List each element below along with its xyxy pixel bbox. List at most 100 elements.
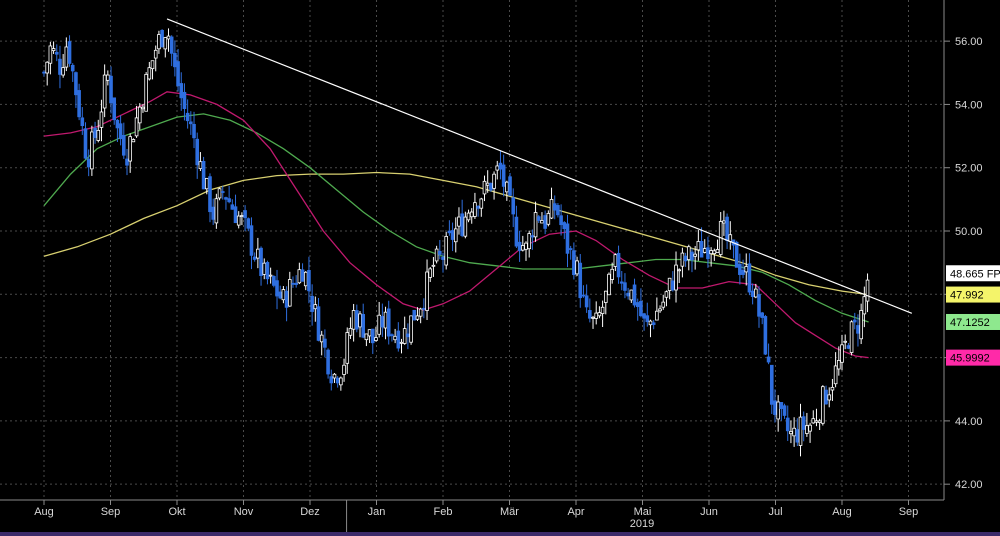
candle-body <box>134 117 139 137</box>
candle-body <box>326 349 330 375</box>
badge-text: 45.9992 <box>950 353 990 365</box>
candle-body <box>272 276 276 286</box>
candle-body <box>380 316 385 328</box>
candle-body <box>830 386 835 391</box>
candle-body <box>393 335 397 341</box>
candle-body <box>821 386 825 424</box>
candle-body <box>840 344 844 363</box>
candle-body <box>779 402 784 409</box>
month-label: Mär <box>500 506 519 518</box>
candle-body <box>166 35 171 40</box>
candle-body <box>664 291 669 298</box>
candle-body <box>677 269 682 272</box>
candle-body <box>153 49 158 59</box>
candle-body <box>473 202 477 217</box>
candle-body <box>495 165 500 171</box>
candle-body <box>827 394 832 401</box>
badge-text: 47.1252 <box>950 317 990 329</box>
trendline <box>166 18 913 314</box>
candle-body <box>399 341 404 344</box>
candle-body <box>355 310 359 330</box>
candle-body <box>533 212 538 238</box>
candle-body <box>680 252 685 267</box>
candle-body <box>265 262 270 280</box>
candle-body <box>482 180 487 195</box>
candle-body <box>402 328 407 344</box>
candle-body <box>757 294 761 317</box>
candle-body <box>852 319 857 323</box>
candle-body <box>208 176 212 213</box>
candle-body <box>722 220 726 224</box>
candle-body <box>323 338 327 348</box>
candle-body <box>425 271 429 311</box>
candle-body <box>683 255 688 262</box>
candle-body <box>661 301 666 308</box>
candle-body <box>160 29 164 48</box>
candle-body <box>313 304 318 310</box>
candle-body <box>540 220 544 224</box>
candle-body <box>300 269 305 282</box>
candle-body <box>192 123 196 139</box>
candle-body <box>169 36 174 54</box>
candle-body <box>575 260 579 275</box>
candle-body <box>93 127 97 138</box>
candle-body <box>281 289 286 301</box>
candle-body <box>58 58 62 75</box>
candle-body <box>843 340 847 343</box>
candle-body <box>476 206 480 209</box>
candle-body <box>463 216 468 237</box>
y-tick-label: 44.00 <box>955 416 983 428</box>
ma-green-line <box>43 113 869 323</box>
candle-body <box>86 158 91 168</box>
candle-body <box>469 211 474 218</box>
candle-body <box>766 356 771 363</box>
candle-body <box>220 191 225 193</box>
candle-body <box>367 329 372 337</box>
candle-body <box>106 74 110 81</box>
candle-body <box>240 215 244 217</box>
y-tick-label: 52.00 <box>955 163 983 175</box>
candle-body <box>364 333 369 341</box>
candle-body <box>651 322 656 325</box>
candle-body <box>377 314 381 335</box>
candle-body <box>307 270 311 292</box>
candle-body <box>642 313 646 319</box>
candle-body <box>750 290 755 297</box>
candle-body <box>51 48 56 52</box>
candle-body <box>798 416 803 446</box>
candle-body <box>204 178 209 190</box>
candle-body <box>747 263 752 293</box>
candle-body <box>64 46 69 68</box>
candle-body <box>179 83 184 99</box>
candle-body <box>434 248 439 262</box>
candle-body <box>345 332 350 364</box>
candle-body <box>122 135 126 156</box>
candle-body <box>623 282 627 291</box>
candle-body <box>74 72 78 96</box>
candle-body <box>795 429 800 443</box>
candle-body <box>501 164 506 187</box>
candle-body <box>137 106 142 124</box>
candle-body <box>837 360 841 370</box>
candle-body <box>294 282 298 285</box>
candle-body <box>760 312 764 318</box>
candle-body <box>862 296 867 315</box>
month-label: Nov <box>234 506 254 518</box>
candle-body <box>782 405 787 416</box>
last-value-labels: 48.665 FP 47.992 47.1252 45.9992 <box>946 265 1000 366</box>
badge-bg <box>946 349 1000 366</box>
ma-magenta-line <box>43 91 869 359</box>
candle-body <box>527 233 531 250</box>
month-label: Apr <box>567 506 584 518</box>
candle-body <box>230 204 235 210</box>
month-label: Mai <box>634 506 652 518</box>
candle-body <box>833 365 838 385</box>
candle-body <box>118 123 123 140</box>
candle-body <box>559 215 563 226</box>
candle-body <box>173 52 177 68</box>
candle-body <box>639 300 643 317</box>
candle-body <box>741 269 745 275</box>
candle-body <box>214 198 219 224</box>
candle-body <box>189 121 193 125</box>
candle-body <box>603 290 608 303</box>
